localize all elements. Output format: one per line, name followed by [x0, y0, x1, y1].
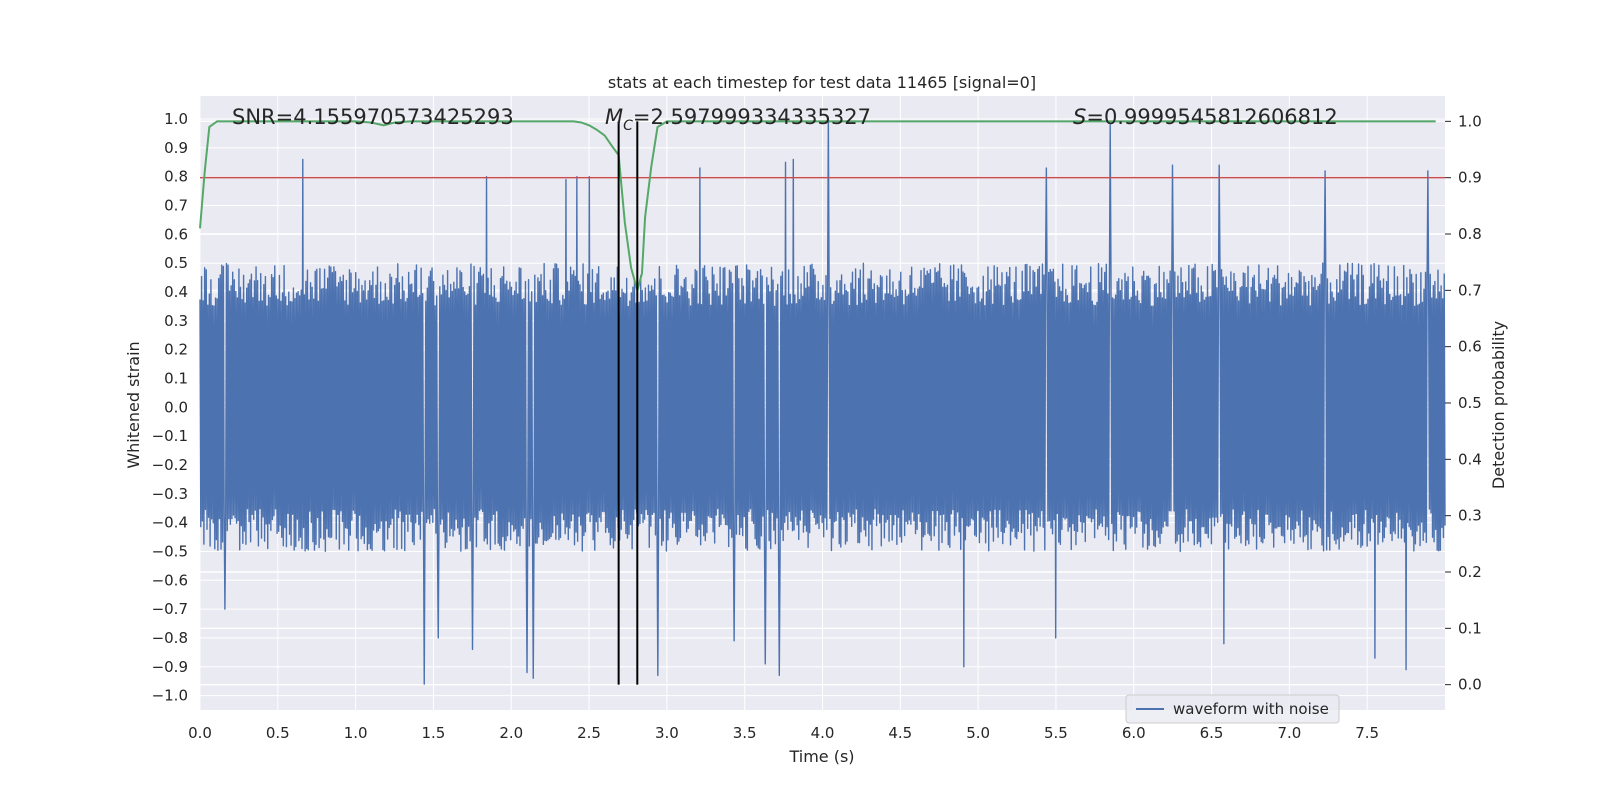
x-tick-label: 0.5 — [266, 724, 290, 742]
y-tick-label: 0.6 — [164, 225, 188, 243]
x-tick-label: 7.5 — [1355, 724, 1379, 742]
chirp-mass-value: =2.597999334335327 — [633, 105, 871, 129]
axes: 0.0 0.5 1.0 1.5 2.0 2.5 3.0 3.5 4.0 4.5 5.0 5.5 6.0 6… — [152, 110, 1482, 742]
chart-title: stats at each timestep for test data 114… — [608, 73, 1036, 92]
score-annotation: S=0.9999545812606812 — [1073, 105, 1338, 129]
y-tick-label: 1.0 — [164, 110, 188, 128]
y-tick-label: −0.5 — [152, 542, 188, 560]
chirp-mass-annotation: MC=2.597999334335327 — [605, 105, 871, 134]
x-tick-label: 7.0 — [1277, 724, 1301, 742]
x-tick-label: 0.0 — [188, 724, 212, 742]
y2-axis-label: Detection probability — [1489, 321, 1508, 489]
y2-tick-label: 0.6 — [1458, 338, 1482, 356]
y-tick-label: 0.5 — [164, 254, 188, 272]
y-tick-label: −0.2 — [152, 456, 188, 474]
x-axis-label: Time (s) — [788, 747, 854, 766]
y-tick-label: −0.6 — [152, 571, 188, 589]
legend: waveform with noise — [1125, 694, 1340, 724]
y2-tick-label: 0.5 — [1458, 394, 1482, 412]
y-tick-label: −0.7 — [152, 600, 188, 618]
y-tick-label: 0.4 — [164, 283, 188, 301]
y-tick-label: 0.2 — [164, 341, 188, 359]
y-tick-label: −1.0 — [152, 687, 188, 705]
y2-tick-label: 1.0 — [1458, 112, 1482, 130]
y-tick-label: 0.1 — [164, 369, 188, 387]
y-tick-label: −0.3 — [152, 485, 188, 503]
score-value: =0.9999545812606812 — [1086, 105, 1337, 129]
y2-tick-label: 0.8 — [1458, 225, 1482, 243]
x-tick-label: 2.5 — [577, 724, 601, 742]
chirp-mass-subscript: C — [623, 118, 633, 134]
x-tick-label: 1.5 — [422, 724, 446, 742]
y-tick-label: −0.1 — [152, 427, 188, 445]
x-tick-label: 4.0 — [811, 724, 835, 742]
y-tick-label: −0.8 — [152, 629, 188, 647]
series-detection-probability — [199, 120, 1436, 295]
legend-box — [1125, 694, 1340, 724]
y-tick-label: −0.4 — [152, 514, 188, 532]
legend-label-waveform: waveform with noise — [1173, 700, 1329, 718]
x-tick-label: 2.0 — [499, 724, 523, 742]
y2-tick-label: 0.4 — [1458, 450, 1482, 468]
x-tick-label: 5.0 — [966, 724, 990, 742]
x-tick-label: 3.5 — [733, 724, 757, 742]
x-tick-label: 5.5 — [1044, 724, 1068, 742]
snr-annotation: SNR=4.155970573425293 — [232, 105, 514, 129]
x-tick-label: 6.5 — [1200, 724, 1224, 742]
x-tick-label: 6.0 — [1122, 724, 1146, 742]
y-tick-label: 0.0 — [164, 398, 188, 416]
y2-tick-label: 0.3 — [1458, 507, 1482, 525]
x-tick-label: 3.0 — [655, 724, 679, 742]
chirp-mass-symbol: M — [605, 105, 623, 129]
y2-tick-label: 0.2 — [1458, 563, 1482, 581]
y-tick-label: −0.9 — [152, 658, 188, 676]
y2-tick-label: 0.1 — [1458, 619, 1482, 637]
data-layer — [199, 118, 1446, 685]
y-tick-label: 0.8 — [164, 168, 188, 186]
y2-tick-label: 0.0 — [1458, 676, 1482, 694]
y-tick-label: 0.3 — [164, 312, 188, 330]
series-waveform-with-noise — [199, 118, 1446, 685]
score-symbol: S — [1073, 105, 1086, 129]
x-tick-label: 4.5 — [888, 724, 912, 742]
y-tick-label: 0.9 — [164, 139, 188, 157]
y2-tick-label: 0.9 — [1458, 169, 1482, 187]
y2-tick-label: 0.7 — [1458, 281, 1482, 299]
y-tick-label: 0.7 — [164, 197, 188, 215]
y-axis-label: Whitened strain — [124, 341, 143, 468]
x-tick-label: 1.0 — [344, 724, 368, 742]
